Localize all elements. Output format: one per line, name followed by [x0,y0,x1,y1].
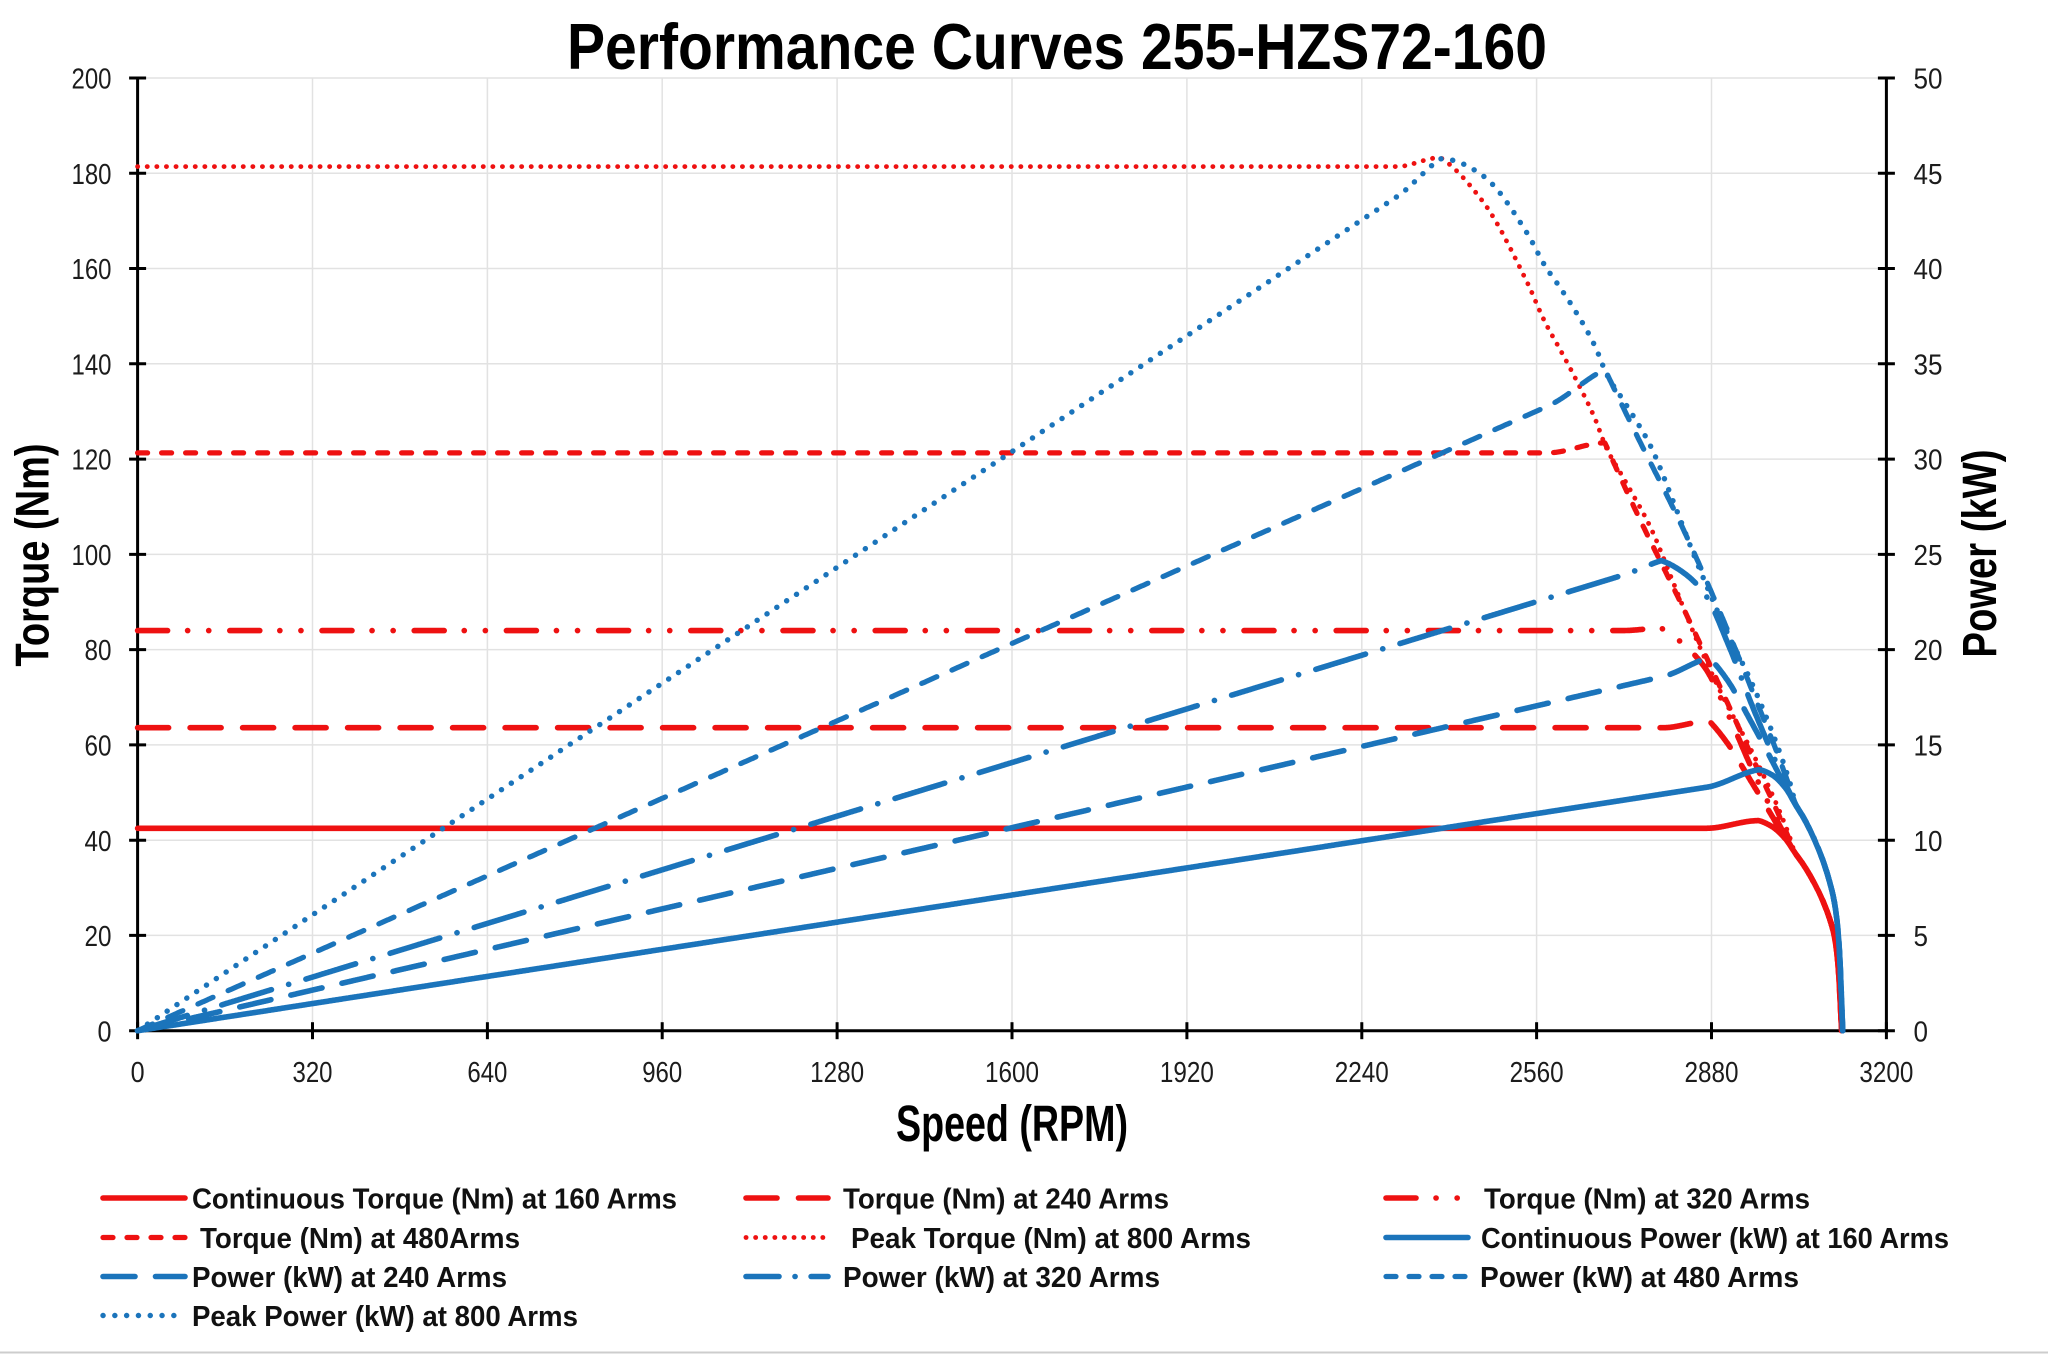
svg-text:Power (kW) at 320 Arms: Power (kW) at 320 Arms [843,1262,1160,1294]
svg-text:140: 140 [72,349,112,381]
svg-text:320: 320 [293,1057,333,1089]
svg-text:35: 35 [1914,349,1943,381]
svg-text:45: 45 [1914,159,1943,191]
svg-text:160: 160 [72,254,112,286]
svg-text:0: 0 [131,1057,145,1089]
svg-text:Torque (Nm) at 240 Arms: Torque (Nm) at 240 Arms [843,1184,1169,1216]
svg-text:120: 120 [72,445,112,477]
svg-text:25: 25 [1914,540,1943,572]
svg-text:1600: 1600 [985,1057,1039,1089]
svg-text:Speed (RPM): Speed (RPM) [896,1095,1128,1152]
svg-text:180: 180 [72,159,112,191]
svg-text:640: 640 [467,1057,507,1089]
svg-text:Power (kW): Power (kW) [1954,450,2007,658]
svg-text:2560: 2560 [1510,1057,1564,1089]
svg-text:2880: 2880 [1685,1057,1739,1089]
svg-text:Power (kW) at 240 Arms: Power (kW) at 240 Arms [192,1262,507,1294]
svg-text:960: 960 [642,1057,682,1089]
svg-text:Power (kW) at 480 Arms: Power (kW) at 480 Arms [1480,1262,1799,1294]
svg-text:Torque (Nm) at 480Arms: Torque (Nm) at 480Arms [200,1223,520,1255]
svg-text:Continuous Torque (Nm) at 160: Continuous Torque (Nm) at 160 Arms [192,1184,677,1216]
svg-text:30: 30 [1914,445,1943,477]
svg-text:0: 0 [1914,1016,1929,1048]
svg-text:15: 15 [1914,731,1943,763]
svg-text:1280: 1280 [810,1057,864,1089]
svg-text:1920: 1920 [1160,1057,1214,1089]
svg-text:Peak Power (kW) at 800 Arms: Peak Power (kW) at 800 Arms [192,1301,578,1333]
svg-text:80: 80 [85,635,112,667]
svg-text:10: 10 [1914,826,1943,858]
svg-text:0: 0 [98,1016,112,1048]
svg-text:20: 20 [85,921,112,953]
svg-text:3200: 3200 [1859,1057,1913,1089]
svg-text:100: 100 [72,540,112,572]
svg-text:60: 60 [85,731,112,763]
svg-text:Peak Torque (Nm) at 800 Arms: Peak Torque (Nm) at 800 Arms [851,1223,1251,1255]
svg-text:2240: 2240 [1335,1057,1389,1089]
svg-text:200: 200 [72,64,112,96]
svg-text:50: 50 [1914,64,1943,96]
svg-text:40: 40 [1914,254,1943,286]
svg-text:Torque (Nm) at 320 Arms: Torque (Nm) at 320 Arms [1484,1184,1810,1216]
svg-text:5: 5 [1914,921,1929,953]
svg-text:20: 20 [1914,635,1943,667]
svg-text:Continuous Power (kW) at 160 A: Continuous Power (kW) at 160 Arms [1481,1223,1949,1255]
svg-text:Performance Curves 255-HZS72-1: Performance Curves 255-HZS72-160 [567,10,1547,83]
svg-text:40: 40 [85,826,112,858]
svg-text:Torque (Nm): Torque (Nm) [5,444,58,667]
